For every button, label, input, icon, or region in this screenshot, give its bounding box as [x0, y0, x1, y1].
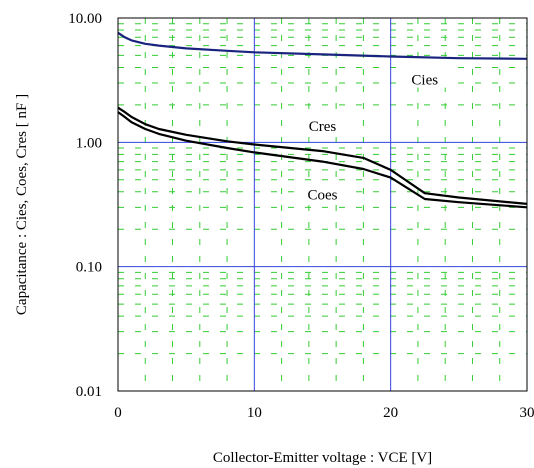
x-tick-label: 30 [520, 405, 534, 421]
y-tick-label: 0.10 [76, 260, 102, 276]
x-tick-label: 0 [114, 405, 122, 421]
plot-frame [117, 17, 528, 392]
annotation-mask [296, 180, 349, 203]
x-tick-label: 20 [383, 405, 398, 421]
annotation-mask [296, 112, 349, 135]
minor-grid [118, 18, 527, 391]
y-tick-label: 1.00 [76, 135, 102, 151]
annotation-mask [398, 65, 451, 88]
tick-layer: 0 10 20 30 10.00 1.00 0.10 0.01 [68, 11, 534, 421]
y-axis-title: Capacitance : Cies, Coes, Cres [ nF ] [14, 94, 30, 315]
series-line-cies [117, 31, 528, 60]
major-grid [118, 18, 527, 391]
series-line-coes [117, 111, 528, 209]
annotation-layer: Cies Cres Coes [308, 73, 439, 204]
annotation-coes: Coes [308, 188, 338, 204]
annotation-cres: Cres [309, 119, 337, 135]
y-tick-label: 0.01 [76, 384, 102, 400]
series-line-cres [117, 106, 528, 205]
series-layer [117, 31, 528, 209]
label-masks [296, 65, 451, 203]
annotation-cies: Cies [411, 73, 438, 89]
x-axis-title: Collector-Emitter voltage : VCE [V] [213, 450, 432, 466]
x-tick-label: 10 [247, 405, 262, 421]
y-tick-label: 10.00 [68, 11, 102, 27]
